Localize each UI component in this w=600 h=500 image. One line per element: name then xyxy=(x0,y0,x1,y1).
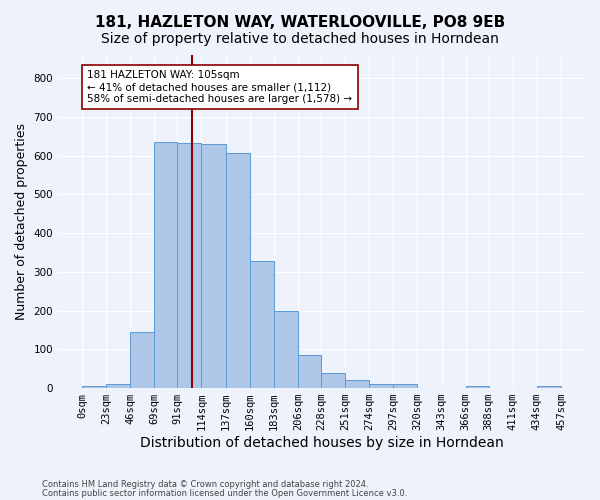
Bar xyxy=(369,384,394,388)
Y-axis label: Number of detached properties: Number of detached properties xyxy=(15,123,28,320)
Bar xyxy=(178,144,202,388)
Bar xyxy=(298,355,321,388)
Bar xyxy=(154,142,178,388)
Bar xyxy=(226,152,250,388)
Bar xyxy=(321,372,345,388)
Text: Size of property relative to detached houses in Horndean: Size of property relative to detached ho… xyxy=(101,32,499,46)
Bar xyxy=(130,332,154,388)
Bar xyxy=(274,310,298,388)
Text: 181, HAZLETON WAY, WATERLOOVILLE, PO8 9EB: 181, HAZLETON WAY, WATERLOOVILLE, PO8 9E… xyxy=(95,15,505,30)
Bar xyxy=(106,384,130,388)
Bar xyxy=(82,386,106,388)
Text: Contains public sector information licensed under the Open Government Licence v3: Contains public sector information licen… xyxy=(42,488,407,498)
Bar xyxy=(537,386,561,388)
X-axis label: Distribution of detached houses by size in Horndean: Distribution of detached houses by size … xyxy=(140,436,503,450)
Bar xyxy=(345,380,369,388)
Bar xyxy=(394,384,418,388)
Bar xyxy=(250,260,274,388)
Text: Contains HM Land Registry data © Crown copyright and database right 2024.: Contains HM Land Registry data © Crown c… xyxy=(42,480,368,489)
Bar xyxy=(466,386,489,388)
Text: 181 HAZLETON WAY: 105sqm
← 41% of detached houses are smaller (1,112)
58% of sem: 181 HAZLETON WAY: 105sqm ← 41% of detach… xyxy=(87,70,352,104)
Bar xyxy=(202,144,226,388)
